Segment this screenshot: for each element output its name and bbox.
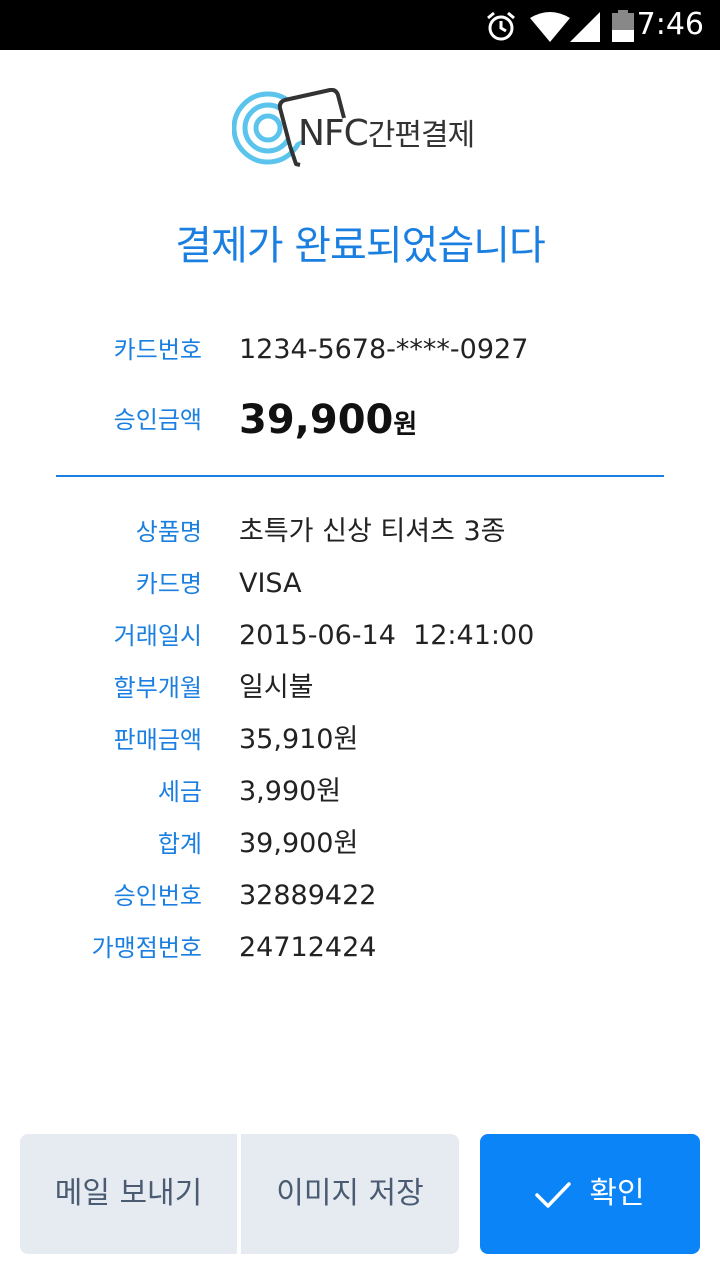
- confirm-label: 확인: [589, 1176, 645, 1211]
- status-time: 7:46: [636, 7, 704, 42]
- detail-row: 판매금액 35,910원: [0, 720, 720, 760]
- detail-value: 35,910원: [239, 724, 359, 755]
- detail-label: 상품명: [135, 518, 202, 546]
- detail-value: 일시불: [239, 672, 314, 703]
- approved-amount-row: 승인금액 39,900원: [0, 397, 720, 443]
- send-email-label: 메일 보내기: [54, 1176, 203, 1211]
- status-bar: 7:46: [0, 0, 720, 50]
- detail-row: 승인번호 32889422: [0, 876, 720, 916]
- approved-amount-value: 39,900원: [239, 390, 417, 455]
- detail-value: 2015-06-14 12:41:00: [239, 620, 535, 651]
- save-image-label: 이미지 저장: [276, 1176, 424, 1211]
- card-number-row: 카드번호 1234-5678-****-0927: [0, 330, 720, 370]
- logo-nfc-text: NFC: [298, 113, 369, 154]
- detail-row: 상품명 초특가 신상 티셔츠 3종: [0, 512, 720, 552]
- approved-amount-unit: 원: [393, 410, 418, 440]
- detail-value: 39,900원: [239, 828, 359, 859]
- detail-row: 카드명 VISA: [0, 564, 720, 604]
- divider: [56, 475, 664, 477]
- detail-value: 24712424: [239, 932, 377, 963]
- detail-label: 가맹점번호: [91, 934, 202, 962]
- wifi-icon: [530, 12, 570, 42]
- approved-amount-number: 39,900: [239, 397, 394, 443]
- battery-icon: [612, 10, 634, 42]
- detail-row: 거래일시 2015-06-14 12:41:00: [0, 616, 720, 656]
- card-number-label: 카드번호: [113, 336, 202, 364]
- detail-row: 가맹점번호 24712424: [0, 928, 720, 968]
- confirm-button[interactable]: 확인: [480, 1134, 700, 1254]
- detail-row: 합계 39,900원: [0, 824, 720, 864]
- detail-label: 카드명: [135, 570, 202, 598]
- detail-label: 승인번호: [113, 882, 202, 910]
- signal-icon: [570, 12, 600, 42]
- check-icon: [535, 1181, 572, 1208]
- detail-value: 3,990원: [239, 776, 342, 807]
- payment-complete-title: 결제가 완료되었습니다: [175, 223, 546, 269]
- logo-text: NFC간편결제: [298, 113, 475, 156]
- detail-label: 거래일시: [113, 622, 202, 650]
- send-email-button[interactable]: 메일 보내기: [20, 1134, 237, 1254]
- approved-amount-label: 승인금액: [113, 406, 202, 434]
- detail-label: 판매금액: [113, 726, 202, 754]
- alarm-icon: [487, 11, 515, 41]
- detail-label: 합계: [157, 830, 202, 858]
- detail-row: 세금 3,990원: [0, 772, 720, 812]
- save-image-button[interactable]: 이미지 저장: [241, 1134, 459, 1254]
- detail-value: 32889422: [239, 880, 377, 911]
- nfc-logo-icon: [232, 88, 346, 167]
- detail-value: 초특가 신상 티셔츠 3종: [239, 516, 506, 547]
- card-number-value: 1234-5678-****-0927: [239, 334, 529, 365]
- detail-label: 세금: [157, 778, 202, 806]
- logo-kr-text: 간편결제: [367, 118, 475, 153]
- detail-row: 할부개월 일시불: [0, 668, 720, 708]
- detail-label: 할부개월: [113, 674, 202, 702]
- detail-value: VISA: [239, 568, 302, 599]
